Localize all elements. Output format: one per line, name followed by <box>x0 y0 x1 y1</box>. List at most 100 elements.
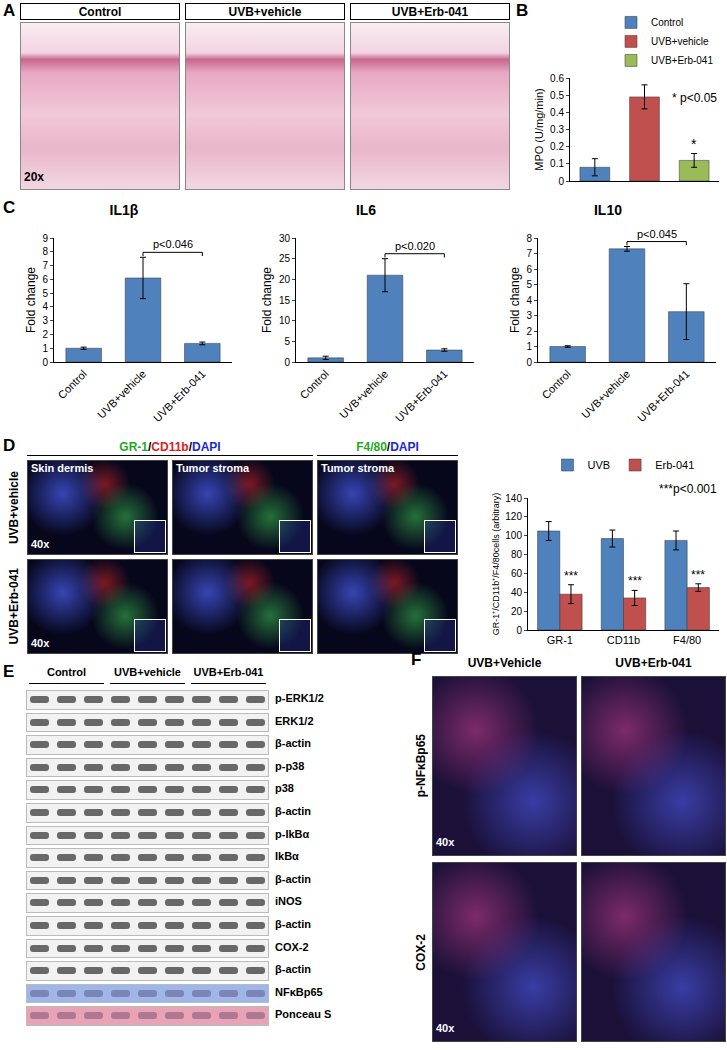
svg-text:UVB: UVB <box>588 459 611 471</box>
html-text:β-actin: β-actin <box>275 737 312 750</box>
html-text:UVB+vehicle: UVB+vehicle <box>228 4 302 19</box>
html-text:C: C <box>3 198 16 217</box>
svg-text:UVB+Erb-041: UVB+Erb-041 <box>635 368 692 425</box>
svg-text:0.2: 0.2 <box>550 141 564 152</box>
svg-text:120: 120 <box>505 511 522 522</box>
svg-text:3: 3 <box>526 310 532 321</box>
svg-text:***p<0.001: ***p<0.001 <box>659 482 717 496</box>
svg-text:CD11b: CD11b <box>607 634 640 646</box>
svg-text:p<0.045: p<0.045 <box>637 228 677 240</box>
html-text:ERK1/2: ERK1/2 <box>275 714 314 727</box>
svg-text:Control: Control <box>539 368 573 402</box>
svg-text:Fold change: Fold change <box>24 267 38 333</box>
svg-text:MPO (U/mg/min): MPO (U/mg/min) <box>533 88 545 171</box>
svg-text:9: 9 <box>42 233 48 244</box>
html-text:Control: Control <box>78 4 122 19</box>
svg-text:***: *** <box>564 569 578 583</box>
svg-text:0: 0 <box>558 176 564 187</box>
html-text:p-p38: p-p38 <box>275 759 305 772</box>
html-text:F4/80 / DAPI: F4/80 / DAPI <box>356 439 419 454</box>
svg-text:40: 40 <box>511 587 523 598</box>
html-text:UVB+vehicle: UVB+vehicle <box>7 471 21 544</box>
svg-text:0: 0 <box>284 357 290 368</box>
svg-text:2: 2 <box>526 326 532 337</box>
svg-text:20: 20 <box>511 606 523 617</box>
svg-text:30: 30 <box>279 233 291 244</box>
svg-text:140: 140 <box>505 493 522 504</box>
html-text:COX-2: COX-2 <box>275 940 309 953</box>
html-text:UVB+Erb-041: UVB+Erb-041 <box>391 4 469 19</box>
svg-text:60: 60 <box>511 568 523 579</box>
svg-text:Control: Control <box>651 17 683 28</box>
html-text:D: D <box>3 436 16 455</box>
svg-text:3: 3 <box>42 315 48 326</box>
svg-text:***: *** <box>628 574 642 588</box>
html-text:IkBα: IkBα <box>275 850 299 863</box>
svg-text:UVB+vehicle: UVB+vehicle <box>337 368 390 421</box>
html-text:20x: 20x <box>24 170 44 184</box>
html-text:p-IkBα: p-IkBα <box>275 827 310 840</box>
svg-text:IL6: IL6 <box>356 202 376 218</box>
svg-text:Control: Control <box>297 368 331 402</box>
svg-text:0.3: 0.3 <box>550 124 564 135</box>
svg-text:GR-1: GR-1 <box>547 634 573 646</box>
svg-text:* p<0.05: * p<0.05 <box>672 91 717 105</box>
svg-text:UVB+Erb-041: UVB+Erb-041 <box>151 368 208 425</box>
svg-text:*: * <box>691 136 697 152</box>
svg-text:0.5: 0.5 <box>550 90 564 101</box>
svg-text:5: 5 <box>42 288 48 299</box>
svg-text:1: 1 <box>526 341 532 352</box>
html-text:p38: p38 <box>275 782 294 795</box>
html-text:β-actin: β-actin <box>275 872 312 885</box>
svg-text:GR-1⁺/CD11b⁺/F4/80cells (arbit: GR-1⁺/CD11b⁺/F4/80cells (arbitrary) <box>491 493 501 635</box>
svg-text:5: 5 <box>526 279 532 290</box>
svg-text:7: 7 <box>526 248 532 259</box>
svg-text:Fold change: Fold change <box>260 267 274 333</box>
html-text:UVB+Erb-041: UVB+Erb-041 <box>7 568 21 645</box>
html-text:B: B <box>516 1 529 20</box>
html-text:GR-1 / CD11b / DAPI: GR-1 / CD11b / DAPI <box>119 439 221 454</box>
svg-text:p<0.046: p<0.046 <box>153 238 193 250</box>
svg-text:UVB+vehicle: UVB+vehicle <box>651 36 709 47</box>
svg-text:UVB+vehicle: UVB+vehicle <box>95 368 148 421</box>
svg-text:UVB+Erb-041: UVB+Erb-041 <box>651 55 713 66</box>
svg-text:Erb-041: Erb-041 <box>655 459 694 471</box>
svg-text:8: 8 <box>42 246 48 257</box>
svg-text:4: 4 <box>42 301 48 312</box>
svg-text:Fold change: Fold change <box>508 267 522 333</box>
html-text:COX-2: COX-2 <box>414 933 428 971</box>
html-text:p-NFκBp65: p-NFκBp65 <box>414 734 428 798</box>
svg-text:2: 2 <box>42 329 48 340</box>
svg-text:100: 100 <box>505 530 522 541</box>
svg-text:0.1: 0.1 <box>550 158 564 169</box>
svg-text:0: 0 <box>42 357 48 368</box>
svg-text:0: 0 <box>526 357 532 368</box>
svg-text:20: 20 <box>279 274 291 285</box>
svg-text:0.4: 0.4 <box>550 107 564 118</box>
html-text:UVB+Vehicle: UVB+Vehicle <box>467 656 542 670</box>
svg-text:0: 0 <box>516 625 522 636</box>
svg-text:6: 6 <box>42 274 48 285</box>
svg-text:IL1β: IL1β <box>110 202 139 218</box>
svg-text:6: 6 <box>526 264 532 275</box>
svg-text:10: 10 <box>279 315 291 326</box>
svg-text:7: 7 <box>42 260 48 271</box>
svg-text:UVB+Erb-041: UVB+Erb-041 <box>393 368 450 425</box>
svg-text:Control: Control <box>55 368 89 402</box>
svg-text:IL10: IL10 <box>594 202 622 218</box>
svg-text:***: *** <box>691 568 705 582</box>
html-text:UVB+Erb-041: UVB+Erb-041 <box>615 656 692 670</box>
svg-text:15: 15 <box>279 295 291 306</box>
svg-text:25: 25 <box>279 253 291 264</box>
svg-text:5: 5 <box>284 336 290 347</box>
svg-text:0.6: 0.6 <box>550 73 564 84</box>
html-text:iNOS: iNOS <box>275 895 302 908</box>
svg-text:F4/80: F4/80 <box>673 634 701 646</box>
svg-text:4: 4 <box>526 295 532 306</box>
html-text:A: A <box>3 1 16 20</box>
svg-text:8: 8 <box>526 233 532 244</box>
svg-text:p<0.020: p<0.020 <box>395 240 435 252</box>
svg-text:80: 80 <box>511 549 523 560</box>
svg-text:1: 1 <box>42 343 48 354</box>
svg-text:UVB+vehicle: UVB+vehicle <box>579 368 632 421</box>
